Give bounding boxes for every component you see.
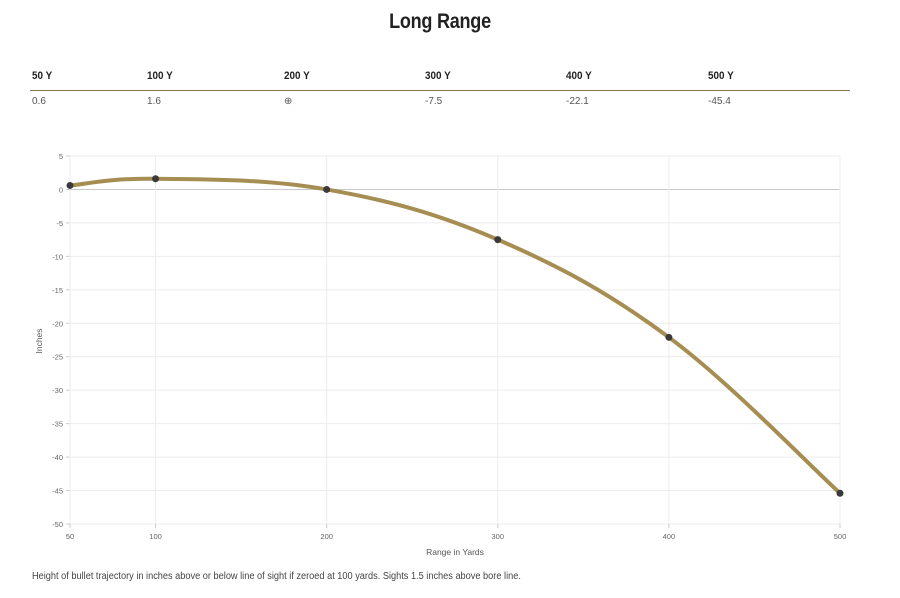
x-axis-label: Range in Yards	[426, 547, 484, 557]
value-100y: 1.6	[147, 96, 161, 107]
header-300y: 300 Y	[425, 70, 451, 82]
y-tick-label: -45	[52, 487, 63, 496]
y-tick-label: -50	[52, 520, 63, 529]
y-tick-label: 0	[59, 185, 63, 194]
table-header-row: 50 Y 100 Y 200 Y 300 Y 400 Y 500 Y	[30, 66, 850, 91]
data-point	[836, 489, 844, 497]
y-tick-label: -25	[52, 353, 63, 362]
y-tick-label: -20	[52, 319, 63, 328]
y-axis-label: Inches	[34, 328, 44, 353]
header-50y: 50 Y	[32, 70, 53, 82]
chart-grid	[66, 155, 841, 528]
data-point	[494, 236, 502, 244]
value-200y-zero-icon: ⊕	[284, 96, 293, 107]
x-tick-label: 300	[492, 532, 505, 541]
x-tick-label: 200	[320, 532, 333, 541]
x-tick-label: 100	[149, 532, 162, 541]
x-tick-label: 500	[834, 532, 847, 541]
x-tick-label: 50	[66, 532, 74, 541]
value-50y: 0.6	[32, 96, 46, 107]
trajectory-line	[68, 176, 842, 496]
y-tick-label: -35	[52, 420, 63, 429]
data-point	[665, 333, 673, 341]
y-tick-label: -15	[52, 286, 63, 295]
value-400y: -22.1	[566, 96, 589, 107]
chart-footnote: Height of bullet trajectory in inches ab…	[32, 571, 521, 582]
value-500y: -45.4	[708, 96, 731, 107]
y-tick-label: -5	[56, 219, 63, 228]
y-tick-label: -40	[52, 453, 63, 462]
header-500y: 500 Y	[708, 70, 734, 82]
y-tick-label: -30	[52, 386, 63, 395]
trajectory-table: 50 Y 100 Y 200 Y 300 Y 400 Y 500 Y 0.6 1…	[30, 66, 850, 113]
table-row: 0.6 1.6 ⊕ -7.5 -22.1 -45.4	[30, 91, 850, 113]
data-points	[66, 175, 844, 497]
header-100y: 100 Y	[147, 70, 173, 82]
chart-title: Long Range	[389, 10, 491, 33]
data-point	[323, 185, 331, 193]
y-tick-label: 5	[59, 152, 63, 161]
x-tick-label: 400	[663, 532, 676, 541]
value-300y: -7.5	[425, 96, 443, 107]
x-axis-ticks: 50 100 200 300 400 500	[66, 532, 846, 541]
y-axis-ticks: 5 0 -5 -10 -15 -20 -25 -30 -35 -40 -45 -50	[52, 152, 63, 529]
y-tick-label: -10	[52, 252, 63, 261]
header-400y: 400 Y	[566, 70, 592, 82]
plot-frame	[69, 155, 841, 525]
data-point	[152, 175, 160, 183]
data-point	[66, 181, 74, 189]
header-200y: 200 Y	[284, 70, 310, 82]
